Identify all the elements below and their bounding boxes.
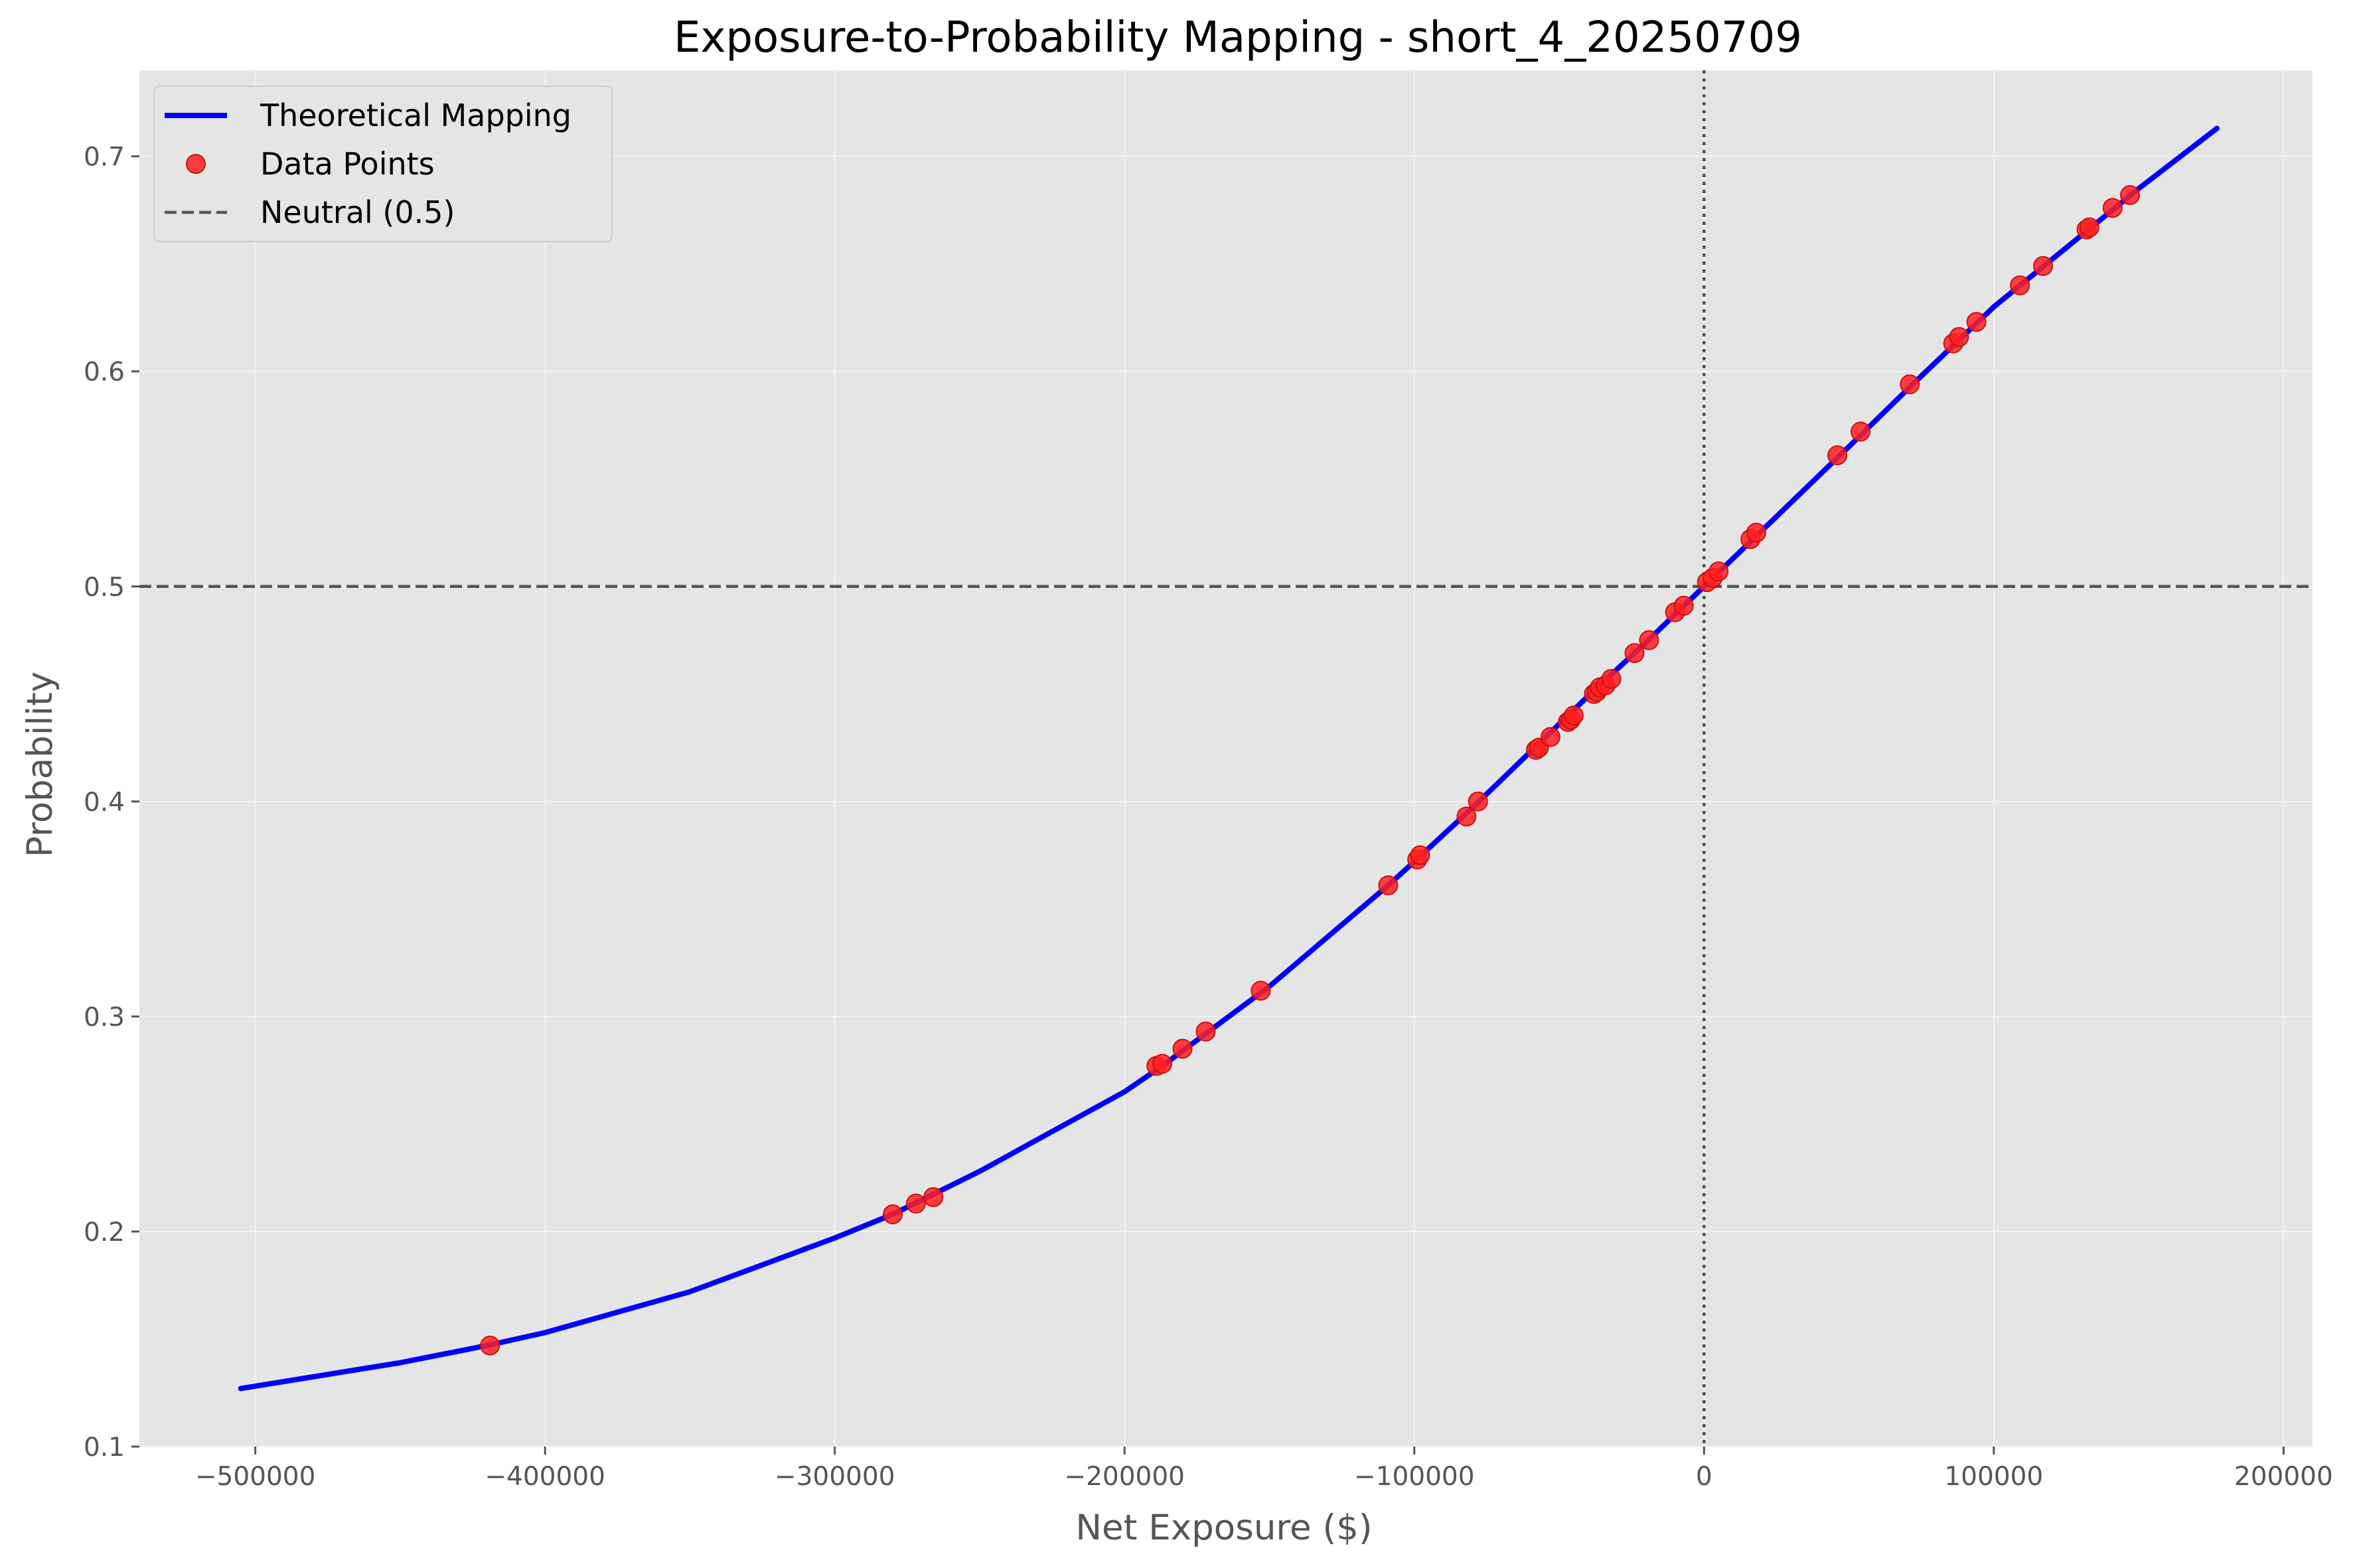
- y-axis-ticks: 0.1 0.2 0.3 0.4 0.5 0.6 0.7: [84, 143, 139, 1462]
- data-point: [1601, 669, 1622, 689]
- data-point: [1378, 875, 1399, 896]
- data-point: [1851, 421, 1871, 442]
- data-point: [480, 1335, 500, 1356]
- data-point: [1709, 561, 1729, 582]
- data-point: [1456, 806, 1477, 827]
- data-point: [1563, 705, 1584, 726]
- legend-label: Data Points: [260, 146, 435, 182]
- data-point: [1624, 643, 1645, 664]
- data-point: [1639, 630, 1659, 650]
- data-point: [882, 1204, 903, 1225]
- scatter-layer: [480, 184, 2140, 1356]
- x-tick-label: −200000: [1064, 1462, 1185, 1492]
- x-axis-ticks: −500000 −400000 −300000 −200000 −100000 0 1000…: [195, 1447, 2333, 1492]
- data-point: [1540, 727, 1560, 747]
- data-point: [1152, 1054, 1172, 1074]
- data-point: [2010, 275, 2030, 296]
- y-axis-label: Probability: [20, 672, 60, 857]
- data-point: [1468, 791, 1488, 812]
- data-point: [1746, 522, 1766, 543]
- data-point: [2079, 217, 2099, 238]
- x-axis-label: Net Exposure ($): [1075, 1508, 1372, 1548]
- data-point: [1949, 326, 1969, 347]
- y-tick-label: 0.3: [84, 1003, 125, 1033]
- x-tick-label: −100000: [1354, 1462, 1475, 1492]
- legend: Theoretical Mapping Data Points Neutral (0…: [153, 86, 613, 242]
- plot-area: [139, 70, 2313, 1447]
- data-point: [2119, 184, 2140, 205]
- data-point: [1900, 374, 1920, 395]
- reference-lines: [139, 70, 2313, 1447]
- data-point: [1195, 1021, 1216, 1042]
- data-point: [1673, 595, 1694, 616]
- x-tick-label: −400000: [485, 1462, 605, 1492]
- y-tick-label: 0.7: [84, 143, 125, 173]
- y-tick-label: 0.5: [84, 573, 125, 603]
- data-point: [1251, 980, 1271, 1001]
- y-tick-label: 0.6: [84, 358, 125, 388]
- x-tick-label: 100000: [1944, 1462, 2043, 1492]
- chart-title: Exposure-to-Probability Mapping - short_…: [674, 13, 1802, 62]
- data-point: [1172, 1038, 1193, 1059]
- data-point: [2033, 255, 2054, 276]
- legend-box: [153, 86, 613, 242]
- data-point: [1827, 445, 1848, 466]
- y-tick-label: 0.1: [84, 1433, 125, 1462]
- data-point: [1966, 312, 1987, 332]
- data-point: [905, 1193, 926, 1214]
- x-tick-label: 0: [1696, 1462, 1712, 1492]
- x-tick-label: 200000: [2234, 1462, 2333, 1492]
- data-point: [1410, 845, 1430, 865]
- data-point: [2102, 198, 2123, 218]
- y-tick-label: 0.2: [84, 1218, 125, 1247]
- legend-marker-swatch: [186, 154, 206, 174]
- y-tick-label: 0.4: [84, 788, 125, 818]
- x-tick-label: −300000: [775, 1462, 895, 1492]
- x-tick-label: −500000: [195, 1462, 316, 1492]
- data-point: [923, 1187, 944, 1208]
- legend-label: Neutral (0.5): [260, 194, 455, 230]
- legend-label: Theoretical Mapping: [260, 98, 571, 133]
